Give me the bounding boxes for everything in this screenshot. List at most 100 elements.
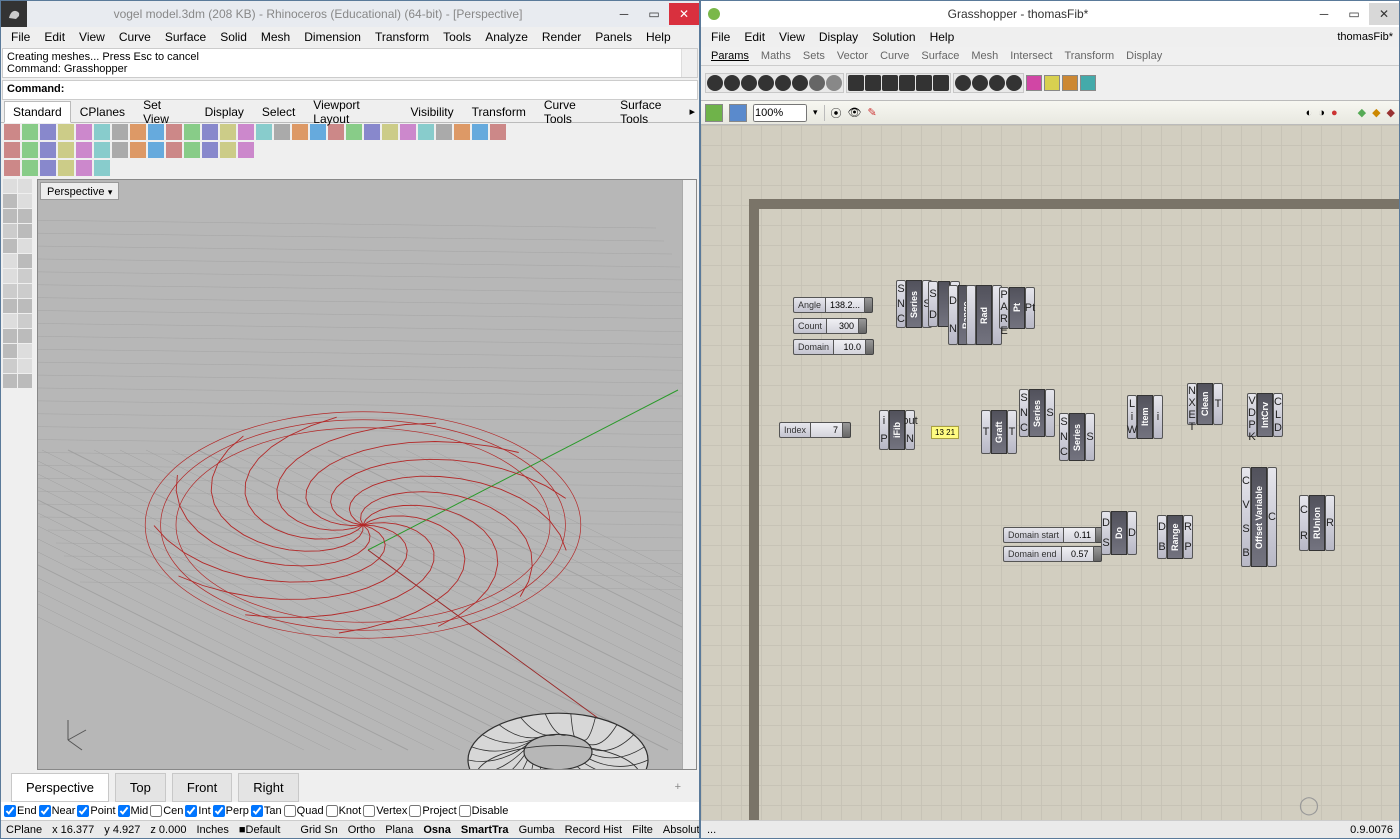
ribbon-button[interactable]	[865, 75, 881, 91]
gh-component-range[interactable]: DBRangeRP	[1157, 515, 1193, 559]
tool-button[interactable]	[18, 209, 32, 223]
toolbar-button[interactable]	[76, 160, 92, 176]
tool-button[interactable]	[3, 194, 17, 208]
osnap-project[interactable]: Project	[409, 805, 456, 817]
menu-render[interactable]: Render	[535, 28, 588, 46]
toolbar-button[interactable]	[94, 160, 110, 176]
menu-transform[interactable]: Transform	[368, 28, 436, 46]
gh-component-rad[interactable]: Rad	[966, 285, 1002, 345]
gh-canvas[interactable]: Angle138.2...Count300Domain10.0Index7Dom…	[701, 125, 1399, 820]
gh-tab-transform[interactable]: Transform	[1058, 49, 1120, 63]
ribbon-button[interactable]	[989, 75, 1005, 91]
tool-button[interactable]	[18, 194, 32, 208]
toolbar-button[interactable]	[220, 124, 236, 140]
gh-sketch-icon[interactable]: ✎	[868, 106, 877, 119]
ribbon-button[interactable]	[1044, 75, 1060, 91]
osnap-tan[interactable]: Tan	[251, 805, 282, 817]
toolbar-button[interactable]	[4, 142, 20, 158]
ribbon-button[interactable]	[972, 75, 988, 91]
toolbar-button[interactable]	[454, 124, 470, 140]
toolbar-button[interactable]	[130, 142, 146, 158]
toolbar-button[interactable]	[76, 142, 92, 158]
gh-display-icon[interactable]: ◐	[1306, 107, 1313, 119]
tool-button[interactable]	[3, 344, 17, 358]
osnap-cen[interactable]: Cen	[150, 805, 183, 817]
gh-component-do[interactable]: DSDoD	[1101, 511, 1137, 555]
tool-button[interactable]	[3, 209, 17, 223]
ribbon-button[interactable]	[899, 75, 915, 91]
tool-button[interactable]	[18, 269, 32, 283]
gh-tab-sets[interactable]: Sets	[797, 49, 831, 63]
toolbar-button[interactable]	[202, 124, 218, 140]
ribbon-button[interactable]	[826, 75, 842, 91]
tool-button[interactable]	[18, 179, 32, 193]
gh-slider-count[interactable]: Count300	[793, 318, 867, 334]
toolbar-button[interactable]	[22, 124, 38, 140]
tool-button[interactable]	[18, 254, 32, 268]
gh-preview-icon[interactable]: ◆	[1372, 106, 1380, 119]
osnap-end[interactable]: End	[4, 805, 37, 817]
status-cell[interactable]: SmartTra	[459, 824, 511, 836]
osnap-vertex[interactable]: Vertex	[363, 805, 407, 817]
tool-button[interactable]	[3, 284, 17, 298]
toolbar-button[interactable]	[238, 124, 254, 140]
gh-titlebar[interactable]: Grasshopper - thomasFib* ─ ▭ ✕	[701, 1, 1399, 27]
gh-component-runion[interactable]: CRRUnionR	[1299, 495, 1335, 551]
view-tab-perspective[interactable]: Perspective	[11, 773, 109, 802]
menu-edit[interactable]: Edit	[37, 28, 72, 46]
status-cell[interactable]: Inches	[194, 824, 230, 836]
toolbar-button[interactable]	[112, 124, 128, 140]
tool-button[interactable]	[18, 344, 32, 358]
gh-autosave-icon[interactable]: ◯	[1299, 795, 1319, 816]
status-cell[interactable]: Filte	[630, 824, 655, 836]
osnap-disable[interactable]: Disable	[459, 805, 509, 817]
toolbar-button[interactable]	[40, 160, 56, 176]
tool-button[interactable]	[18, 224, 32, 238]
toolbar-button[interactable]	[166, 142, 182, 158]
dropdown-icon[interactable]: ▾	[813, 107, 818, 118]
add-view-button[interactable]: +	[667, 777, 689, 797]
viewport-right-strip[interactable]	[682, 180, 696, 769]
toolbar-tab[interactable]: Visibility	[401, 101, 462, 123]
status-cell[interactable]: Grid Sn	[298, 824, 339, 836]
gh-component-offset-variable[interactable]: CVSBOffset VariableC	[1241, 467, 1277, 567]
rhino-command-history[interactable]: Creating meshes... Press Esc to cancel C…	[2, 48, 698, 78]
osnap-int[interactable]: Int	[185, 805, 210, 817]
osnap-perp[interactable]: Perp	[213, 805, 249, 817]
toolbar-button[interactable]	[472, 124, 488, 140]
gh-tab-mesh[interactable]: Mesh	[965, 49, 1004, 63]
gh-minimize-button[interactable]: ─	[1309, 3, 1339, 25]
tabs-overflow-icon[interactable]: ▸	[689, 105, 695, 118]
gh-menu-file[interactable]: File	[704, 28, 737, 46]
status-cell[interactable]: z 0.000	[148, 824, 188, 836]
toolbar-tab[interactable]: CPlanes	[71, 101, 134, 123]
toolbar-button[interactable]	[400, 124, 416, 140]
toolbar-button[interactable]	[238, 142, 254, 158]
tool-button[interactable]	[3, 239, 17, 253]
toolbar-button[interactable]	[76, 124, 92, 140]
tool-button[interactable]	[3, 269, 17, 283]
ribbon-button[interactable]	[1062, 75, 1078, 91]
gh-eye-icon[interactable]: 👁	[848, 106, 862, 119]
menu-mesh[interactable]: Mesh	[254, 28, 297, 46]
tool-button[interactable]	[18, 314, 32, 328]
ribbon-button[interactable]	[792, 75, 808, 91]
osnap-knot[interactable]: Knot	[326, 805, 362, 817]
gh-component-series[interactable]: SNCSeriesS	[896, 280, 932, 328]
gh-menu-display[interactable]: Display	[812, 28, 865, 46]
status-cell[interactable]: Record Hist	[563, 824, 624, 836]
toolbar-tab[interactable]: Standard	[4, 101, 71, 123]
gh-tab-params[interactable]: Params	[705, 49, 755, 63]
cmd-scrollbar[interactable]	[681, 49, 697, 77]
tool-button[interactable]	[18, 239, 32, 253]
status-cell[interactable]: Gumba	[517, 824, 557, 836]
status-cell[interactable]: Osna	[421, 824, 453, 836]
gh-menu-help[interactable]: Help	[923, 28, 962, 46]
ribbon-button[interactable]	[741, 75, 757, 91]
tool-button[interactable]	[3, 329, 17, 343]
toolbar-tab[interactable]: Select	[253, 101, 304, 123]
gh-preview-icon[interactable]: ◆	[1387, 106, 1395, 119]
view-tab-top[interactable]: Top	[115, 773, 166, 802]
toolbar-button[interactable]	[40, 124, 56, 140]
tool-button[interactable]	[3, 314, 17, 328]
